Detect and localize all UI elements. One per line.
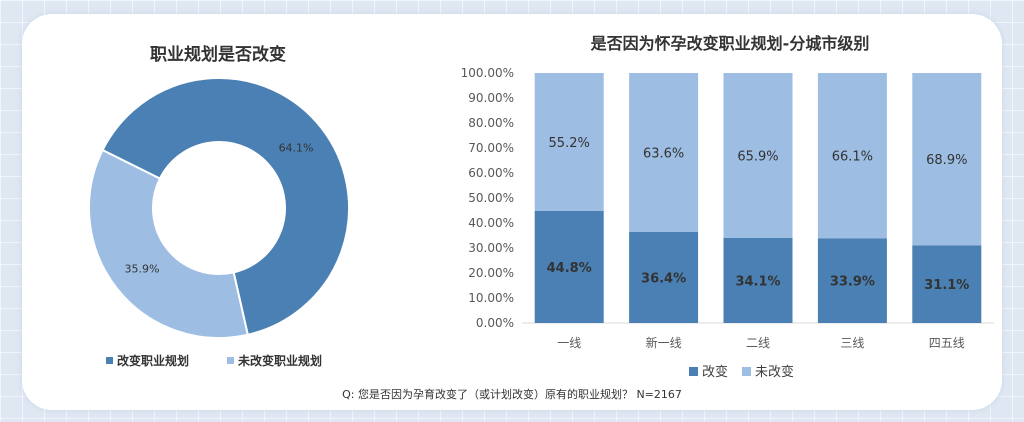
bar-legend-label: 改变: [702, 364, 728, 380]
bar-chart-title: 是否因为怀孕改变职业规划-分城市级别: [590, 34, 870, 53]
y-tick-label: 70.00%: [468, 141, 514, 155]
bar-segment: [534, 211, 604, 323]
bar-segment: [912, 245, 982, 323]
donut-slice: [101, 77, 350, 336]
donut-legend-swatch: [227, 357, 234, 364]
y-tick-label: 30.00%: [468, 241, 514, 255]
y-tick-label: 60.00%: [468, 166, 514, 180]
x-tick-label: 一线: [557, 336, 581, 350]
y-tick-label: 50.00%: [468, 191, 514, 205]
bar-data-label: 34.1%: [735, 274, 780, 289]
donut-slice: [88, 148, 249, 339]
bar-data-label: 36.4%: [641, 272, 686, 287]
bar-segment: [817, 73, 887, 239]
y-tick-label: 0.00%: [476, 316, 514, 330]
bar-segment: [723, 237, 793, 323]
bar-data-label: 55.2%: [549, 136, 590, 151]
bar-data-label: 33.9%: [830, 275, 875, 290]
donut-value-label: 35.9%: [124, 263, 159, 276]
donut-legend-label: 改变职业规划: [117, 353, 189, 368]
y-tick-label: 80.00%: [468, 116, 514, 130]
bar-data-label: 63.6%: [643, 147, 684, 162]
bar-segment: [534, 73, 604, 211]
stacked-bar-chart: 0.00% 10.00% 20.00% 30.00% 40.00% 50.00% 60.00…: [461, 66, 994, 380]
bar-legend-label: 未改变: [755, 364, 794, 380]
donut-legend-label: 未改变职业规划: [237, 353, 322, 368]
bar-segment: [629, 232, 699, 323]
survey-question-footnote: Q: 您是否因为孕育改变了（或计划改变）原有的职业规划？ N=2167: [342, 388, 682, 401]
bar-segment: [817, 238, 887, 323]
donut-chart: 64.1% 35.9% 改变职业规划 未改变职业规划: [88, 77, 350, 368]
bar-legend-swatch: [689, 367, 698, 376]
x-tick-label: 二线: [746, 336, 770, 350]
y-tick-label: 90.00%: [468, 91, 514, 105]
bar-data-label: 44.8%: [547, 261, 592, 276]
x-tick-label: 新一线: [646, 335, 682, 350]
y-tick-label: 40.00%: [468, 216, 514, 230]
y-tick-label: 100.00%: [461, 66, 514, 80]
x-tick-label: 四五线: [929, 336, 965, 350]
bar-segment: [723, 73, 793, 238]
bar-data-label: 31.1%: [924, 278, 969, 293]
donut-value-label: 64.1%: [279, 141, 314, 154]
x-tick-label: 三线: [840, 336, 864, 350]
bar-legend-swatch: [742, 367, 751, 376]
bar-segment: [629, 73, 699, 232]
bar-data-label: 66.1%: [832, 150, 873, 165]
bar-data-label: 65.9%: [737, 149, 778, 164]
y-tick-label: 20.00%: [468, 266, 514, 280]
bar-data-label: 68.9%: [926, 153, 967, 168]
donut-title: 职业规划是否改变: [150, 44, 286, 65]
bar-segment: [912, 73, 982, 246]
donut-legend-swatch: [106, 357, 113, 364]
y-tick-label: 10.00%: [468, 291, 514, 305]
